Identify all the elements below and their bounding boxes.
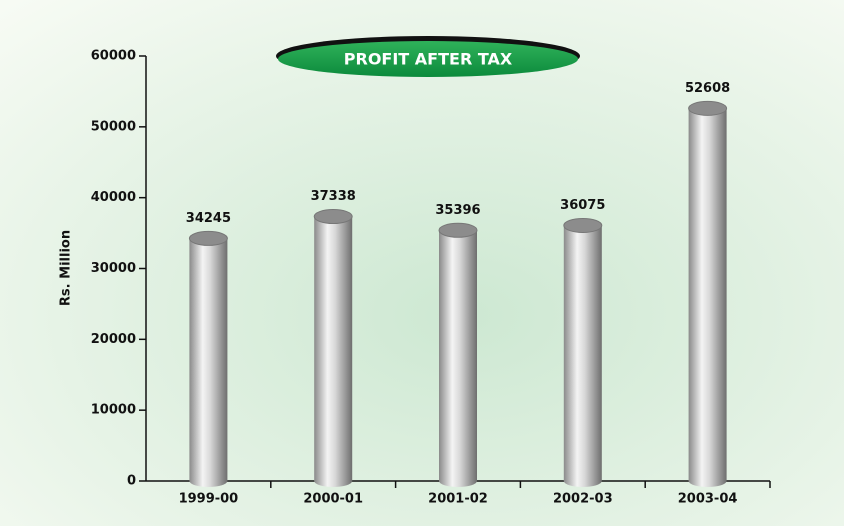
value-label: 34245 xyxy=(186,211,231,226)
bar-cap xyxy=(438,222,478,238)
y-tick-label: 30000 xyxy=(91,261,136,276)
bar-cap xyxy=(563,217,603,233)
x-tick-label: 2003-04 xyxy=(678,492,738,507)
y-tick-label: 10000 xyxy=(91,403,136,418)
bar xyxy=(688,108,727,482)
bar xyxy=(439,230,477,481)
value-label: 37338 xyxy=(311,189,356,204)
bar-cap xyxy=(688,100,728,116)
bar-cap xyxy=(313,209,353,225)
y-tick-label: 40000 xyxy=(91,190,136,205)
value-label: 36075 xyxy=(560,198,605,213)
value-label: 35396 xyxy=(435,203,480,218)
y-tick-label: 50000 xyxy=(91,119,136,134)
x-tick-label: 2001-02 xyxy=(428,492,488,507)
y-tick-label: 20000 xyxy=(91,332,136,347)
value-label: 52608 xyxy=(685,81,730,96)
bar-cap xyxy=(188,230,228,246)
y-axis-label: Rs. Million xyxy=(59,230,74,306)
y-tick-label: 0 xyxy=(127,474,136,489)
bar xyxy=(189,238,228,481)
x-tick-label: 1999-00 xyxy=(179,492,239,507)
bar xyxy=(563,225,602,481)
x-tick-label: 2002-03 xyxy=(553,492,613,507)
chart-title: PROFIT AFTER TAX xyxy=(344,50,513,69)
y-tick-label: 60000 xyxy=(91,49,136,64)
x-tick-label: 2000-01 xyxy=(303,492,363,507)
title-pill xyxy=(278,41,578,77)
bar xyxy=(314,216,353,481)
